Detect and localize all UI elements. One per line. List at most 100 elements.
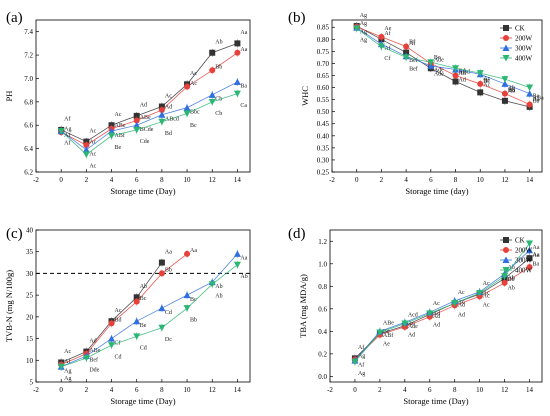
y-axis-label: WHC [300,86,310,106]
data-point [108,320,115,327]
data-point [209,49,216,56]
data-label: Aa [533,97,540,103]
data-label: Ac [190,71,197,77]
data-label: Aa [533,252,540,258]
x-tick-label: 0 [353,386,357,394]
x-tick-label: 10 [476,386,484,394]
data-label: Bbc [190,109,200,115]
data-point [526,84,534,92]
data-point [209,67,216,74]
data-label: Aa [533,253,540,259]
legend-label: 400W [515,267,533,275]
y-tick-label: 1.0 [318,260,327,268]
data-label: Bb [165,268,172,274]
legend-label: 400W [515,55,533,63]
data-label: ABe [140,115,151,121]
x-tick-label: 12 [209,176,217,184]
data-label: Ag [64,376,71,382]
x-axis-label: Storage time (Day) [110,186,175,196]
data-label: Ade [408,324,418,330]
y-tick-label: 0.35 [317,144,330,152]
data-label: ABf [115,132,125,139]
data-point [158,118,166,126]
series-line [61,264,238,368]
data-label: Af [64,139,70,146]
data-label: ABcd [165,116,179,122]
legend-marker [502,256,510,263]
data-label: Ac [483,291,490,297]
y-tick-label: 40 [26,227,34,235]
data-label: Bc [140,296,147,302]
data-point [501,90,508,97]
data-point [526,264,533,271]
data-label: Ac [458,290,465,296]
data-label: Ag [64,126,71,132]
x-tick-label: 6 [429,176,433,184]
data-point [133,117,140,124]
data-label: Cf [384,55,390,62]
y-tick-label: 0.2 [318,350,327,358]
data-label: Ab [508,88,515,94]
data-label: Ac [458,300,465,306]
data-point [184,83,191,90]
y-tick-label: 0.60 [317,84,330,92]
series-line [356,25,530,108]
y-tick-label: 0.85 [317,24,330,32]
series-line [354,243,530,362]
chart-panel-4: (d) -2 0 2 4 6 8 10 12 14 0.0 0.2 0.4 0.6 0.8 1.0 1.2 Sto… [288,226,543,406]
y-tick-label: 0.8 [318,283,327,291]
data-label: Ab [140,284,147,290]
data-label: Ac [115,112,122,118]
data-label: Ag [360,13,367,19]
legend-label: 300W [515,45,533,53]
data-label: Ade [434,71,444,77]
data-label: Af [384,45,390,52]
x-tick-label: -2 [33,176,39,184]
data-label: Ca [240,103,247,109]
y-tick-label: 20 [26,313,34,321]
data-label: Aa [165,249,172,255]
data-label: Bef [89,357,98,364]
y-tick-label: 0.70 [317,60,330,68]
data-point [158,107,165,114]
data-label: Ac [483,294,490,300]
data-label: Ad [433,314,440,320]
plot-frame [331,19,543,173]
data-label: Ab [215,284,222,290]
data-label: Ab [508,86,515,92]
series-line [354,249,530,361]
data-point [183,291,191,299]
legend-label: CK [515,25,525,33]
data-label: Cd [165,310,172,316]
legend-marker [502,44,510,51]
x-tick-label: 4 [404,176,408,184]
x-tick-label: 6 [135,386,139,394]
data-label: Bef [409,66,418,73]
y-tick-label: 0.4 [318,328,327,336]
x-tick-label: 4 [403,386,407,394]
data-point [476,70,484,77]
series-line [60,52,238,146]
y-tick-label: 15 [26,335,34,343]
x-tick-label: 14 [234,386,242,394]
x-tick-label: 14 [234,176,242,184]
data-point [133,126,141,134]
x-tick-label: 4 [110,386,114,394]
y-tick-label: 0.45 [317,120,330,128]
data-label: Bf [409,38,415,45]
data-label: Ag [360,21,367,27]
data-label: Af [64,132,70,139]
y-axis-label: PH [4,91,14,102]
series-line [61,43,238,143]
data-label: Ad [140,103,147,109]
x-tick-label: 12 [209,386,217,394]
legend-marker [502,267,510,274]
data-label: ABd [459,70,470,76]
data-label: Ade [434,68,444,74]
legend-marker [503,237,509,243]
series-line [61,253,188,365]
data-point [234,40,241,47]
data-point [108,132,116,140]
data-label: Bb [508,277,515,283]
y-tick-label: 0.50 [317,108,330,116]
